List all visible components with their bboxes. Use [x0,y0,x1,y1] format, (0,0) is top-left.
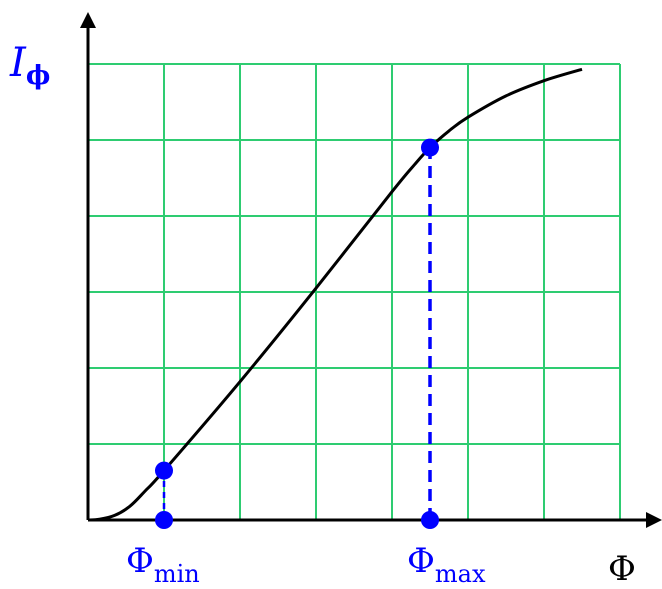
y-axis-arrow-icon [80,12,96,28]
tick-label-phi-min: Φmin [126,541,200,588]
axes [80,12,662,528]
axis-point-max [421,511,439,529]
data-points [155,138,439,529]
tick-label-phi-max: Φmax [407,541,486,588]
series-line [87,67,583,522]
y-axis-label: Iϕ [9,40,50,91]
x-axis-arrow-icon [646,512,662,528]
curve-point-min [155,461,173,480]
guide-lines [162,147,432,520]
tick-label-phi-min-symbol: Φ [126,541,154,581]
tick-label-phi-max-symbol: Φ [407,541,435,581]
y-axis-label-subscript: ϕ [26,61,50,91]
tick-label-phi-min-subscript: min [154,560,200,588]
y-axis-label-symbol: I [9,40,27,86]
axis-point-min [155,511,173,529]
curve-point-max [421,138,439,157]
tick-label-phi-max-subscript: max [435,560,486,588]
x-axis-label: Φ [608,549,636,589]
gridlines [88,63,621,520]
